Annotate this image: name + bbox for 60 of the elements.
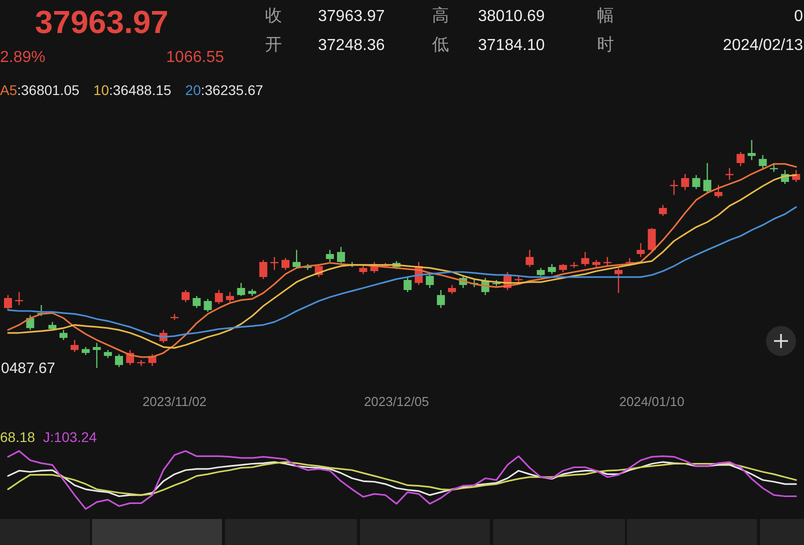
series-label: J:103.24 (43, 429, 97, 445)
x-tick-label: 2023/12/05 (364, 394, 430, 409)
candlestick (182, 289, 190, 303)
candlestick (426, 272, 434, 289)
text: 开 (265, 35, 282, 54)
candlestick (60, 329, 68, 341)
x-tick-label: 2024/01/10 (619, 394, 684, 409)
candlestick (15, 291, 24, 306)
text: 时 (597, 35, 614, 54)
candlestick (292, 249, 301, 269)
text: 38010.69 (478, 8, 545, 25)
candlestick (259, 259, 268, 280)
candlestick (748, 139, 756, 161)
candlestick (581, 251, 590, 267)
candlestick (237, 282, 246, 297)
candlestick (326, 249, 334, 263)
candlestick (526, 249, 534, 268)
candlestick (636, 242, 645, 258)
x-tick-label: 2023/11/02 (142, 394, 207, 409)
text: 收 (265, 6, 282, 25)
text: 20:36235.67 (185, 82, 264, 98)
text: 0 (794, 8, 804, 25)
text: A5:36801.05 (0, 82, 80, 98)
candlestick (214, 289, 223, 305)
candlestick (758, 154, 767, 169)
text: 37248.36 (318, 37, 385, 54)
candlestick (658, 204, 667, 217)
candlestick (648, 227, 656, 253)
candlestick (282, 258, 290, 271)
candlestick (192, 295, 201, 309)
text: 37963.97 (318, 8, 385, 25)
candlestick (548, 263, 556, 275)
candlestick (614, 267, 622, 294)
text: 幅 (597, 6, 614, 25)
text: 低 (432, 35, 449, 54)
candlestick (4, 294, 12, 311)
candlestick (736, 151, 745, 167)
candlestick (137, 359, 146, 367)
candlestick (359, 264, 368, 275)
text: 2024/02/13 (722, 37, 804, 54)
candlestick (337, 246, 345, 264)
candlestick (204, 298, 212, 313)
text: 37184.10 (478, 37, 545, 54)
candlestick (404, 276, 412, 293)
candlestick (70, 339, 79, 353)
text: 1066.55 (166, 49, 224, 66)
text: 68.18 (0, 429, 36, 445)
candlestick (436, 289, 445, 309)
text: 2.89% (0, 49, 46, 66)
candlestick (692, 174, 700, 190)
candlestick (115, 353, 123, 368)
text: 10:36488.15 (93, 82, 172, 98)
candlestick (714, 184, 722, 199)
candlestick (703, 162, 712, 194)
candlestick (226, 291, 234, 303)
text: 高 (432, 6, 449, 25)
candlestick (92, 342, 101, 369)
candlestick (681, 173, 690, 191)
chart-title: 37963.97 (35, 4, 168, 40)
annotation: 0487.67 (1, 360, 56, 377)
